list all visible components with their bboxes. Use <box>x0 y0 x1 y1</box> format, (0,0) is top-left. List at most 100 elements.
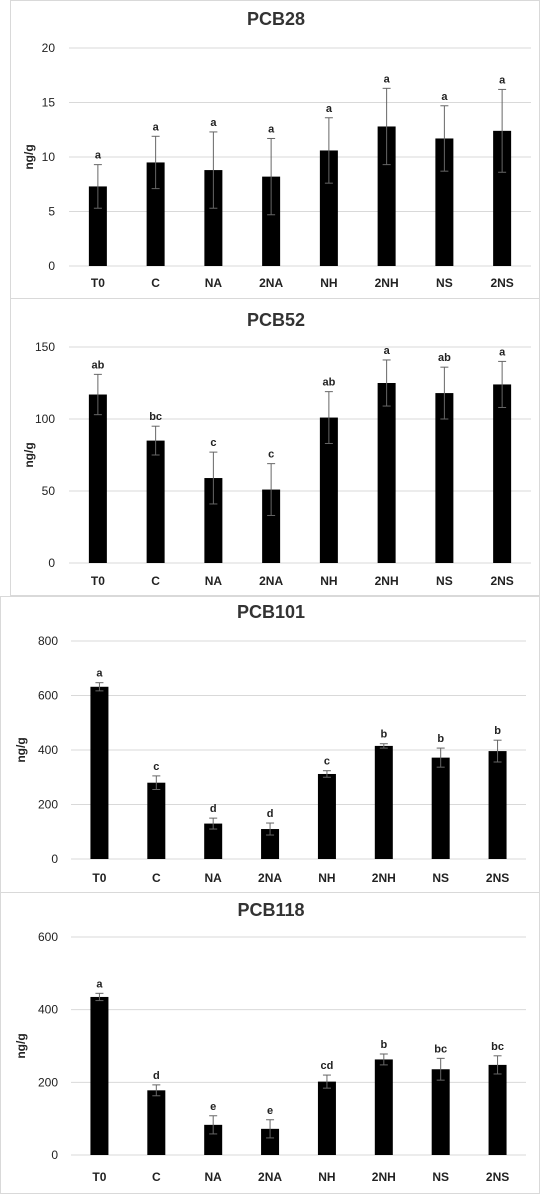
significance-label: a <box>384 73 391 85</box>
bar-2nh <box>374 745 393 859</box>
bar-2na <box>262 489 281 563</box>
bar-na <box>204 170 223 266</box>
x-tick-label: 2NS <box>490 574 513 588</box>
bar-2nh <box>377 383 396 563</box>
y-tick-label: 10 <box>42 150 56 164</box>
error-bar <box>267 137 276 216</box>
x-tick-label: NS <box>432 1170 449 1184</box>
x-tick-label: 2NS <box>486 871 509 885</box>
y-tick-label: 0 <box>51 852 58 866</box>
bar-nh <box>317 1081 336 1155</box>
x-tick-label: NS <box>436 276 453 290</box>
y-axis-label: ng/g <box>22 144 36 169</box>
chart-svg: PCB101 ng/g 0 200 400 600 800 a T0 c Cd NA d 2NA c NH b 2… <box>14 602 526 885</box>
significance-label: d <box>153 1070 160 1082</box>
error-bar <box>151 425 160 456</box>
x-tick-label: T0 <box>91 276 105 290</box>
significance-label: a <box>499 74 506 86</box>
error-bar <box>209 1115 218 1135</box>
error-bar <box>440 366 449 420</box>
bar-c <box>147 782 166 859</box>
significance-label: d <box>267 808 274 820</box>
bar-nh <box>319 417 338 563</box>
x-tick-label: T0 <box>92 871 106 885</box>
x-tick-label: 2NH <box>372 1170 396 1184</box>
x-tick-label: NH <box>318 1170 335 1184</box>
error-bar <box>382 87 391 166</box>
error-bar <box>266 822 275 836</box>
error-bar <box>324 117 333 184</box>
error-bar <box>95 992 104 1002</box>
y-tick-label: 600 <box>38 930 58 944</box>
x-tick-label: NS <box>432 871 449 885</box>
significance-label: c <box>324 756 330 768</box>
x-tick-label: C <box>152 871 161 885</box>
bar-2nh <box>374 1059 393 1155</box>
error-bar <box>493 1055 502 1075</box>
significance-label: b <box>380 1039 387 1051</box>
significance-label: a <box>499 346 506 358</box>
y-tick-label: 0 <box>51 1148 58 1162</box>
x-tick-label: 2NH <box>375 276 399 290</box>
significance-label: ab <box>438 352 451 364</box>
x-tick-label: 2NH <box>372 871 396 885</box>
x-tick-label: 2NA <box>259 574 283 588</box>
bar-t0 <box>90 996 109 1155</box>
significance-label: a <box>96 668 103 680</box>
bar-t0 <box>90 686 109 859</box>
y-tick-label: 0 <box>48 556 55 570</box>
significance-label: bc <box>149 411 162 423</box>
x-tick-label: 2NA <box>258 1170 282 1184</box>
significance-label: ab <box>322 377 335 389</box>
y-tick-label: 20 <box>42 41 56 55</box>
bar-t0 <box>88 394 107 563</box>
x-tick-label: NA <box>205 574 223 588</box>
y-axis-label: ng/g <box>14 1033 28 1058</box>
y-tick-label: 100 <box>35 412 55 426</box>
x-tick-label: C <box>151 574 160 588</box>
x-tick-label: C <box>152 1170 161 1184</box>
error-bar <box>493 739 502 763</box>
y-tick-label: 200 <box>38 798 58 812</box>
bar-c <box>146 162 165 266</box>
error-bar <box>382 359 391 407</box>
significance-label: bc <box>491 1041 504 1053</box>
significance-label: ab <box>91 359 104 371</box>
significance-label: e <box>210 1101 216 1113</box>
x-tick-label: NS <box>436 574 453 588</box>
significance-label: d <box>210 803 217 815</box>
x-tick-label: NA <box>205 871 223 885</box>
significance-label: b <box>437 733 444 745</box>
significance-label: a <box>268 123 275 135</box>
bar-ns <box>435 138 454 266</box>
significance-label: c <box>210 437 216 449</box>
bar-na <box>204 478 223 563</box>
bar-2nh <box>377 126 396 266</box>
x-tick-label: 2NS <box>490 276 513 290</box>
bar-2ns <box>493 384 512 563</box>
error-bar <box>209 131 218 209</box>
x-tick-label: NA <box>205 276 223 290</box>
y-tick-label: 400 <box>38 743 58 757</box>
error-bar <box>95 682 104 692</box>
y-tick-label: 200 <box>38 1075 58 1089</box>
error-bar <box>436 1057 445 1081</box>
significance-label: e <box>267 1105 273 1117</box>
bar-c <box>147 1090 166 1155</box>
y-tick-label: 400 <box>38 1003 58 1017</box>
bar-ns <box>431 1069 450 1155</box>
y-tick-label: 600 <box>38 689 58 703</box>
chart-svg: PCB28 ng/g 0 5 10 15 20 a T0 a Ca NA a 2NA a NH a 2NH a NS a… <box>22 9 531 290</box>
significance-label: a <box>95 150 102 162</box>
y-tick-label: 800 <box>38 634 58 648</box>
x-tick-label: NH <box>318 871 335 885</box>
error-bar <box>322 1074 331 1089</box>
error-bar <box>498 360 507 408</box>
chart-svg: PCB52 ng/g 0 50 100 150 ab T0 bc Cc NA c 2NA ab NH a 2NH… <box>22 310 531 588</box>
error-bar <box>440 105 449 172</box>
significance-label: b <box>494 725 501 737</box>
significance-label: b <box>380 729 387 741</box>
significance-label: a <box>153 121 160 133</box>
